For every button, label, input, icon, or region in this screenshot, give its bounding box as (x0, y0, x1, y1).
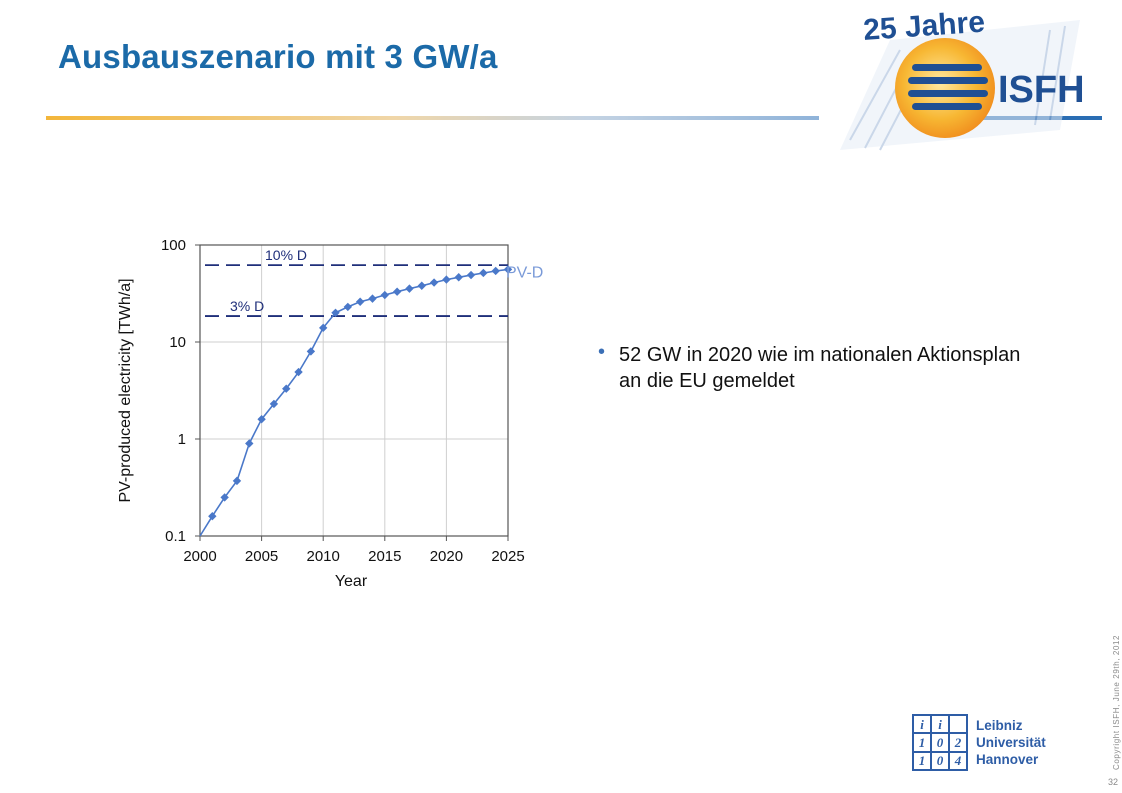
data-point (491, 266, 500, 276)
data-point (368, 294, 377, 303)
data-point (220, 493, 229, 502)
data-point (282, 384, 291, 393)
x-tick-label: 2025 (491, 548, 524, 565)
logo-block: i (914, 716, 930, 733)
university-name: Leibniz Universität Hannover (976, 717, 1046, 768)
chart-axes (195, 244, 509, 541)
data-point (429, 278, 439, 287)
chart-reference-lines: 10% D 3% D (205, 247, 508, 317)
reference-line-label: 10% D (265, 247, 307, 263)
data-point (232, 476, 242, 486)
logo-block: 2 (950, 734, 966, 751)
logo-block: 0 (932, 752, 948, 769)
logo-block: 1 (914, 752, 930, 769)
data-point (380, 290, 389, 300)
bullet-item: • 52 GW in 2020 wie im nationalen Aktion… (598, 341, 1068, 394)
x-tick-label: 2020 (430, 548, 463, 565)
isfh-bars (908, 64, 988, 110)
university-logo-mark: i i 1 0 2 1 0 4 (912, 714, 968, 771)
series-label: PV-D (506, 264, 543, 281)
logo-block: 1 (914, 734, 930, 751)
university-name-line: Leibniz (976, 718, 1023, 733)
pv-chart: 10% D 3% D 2000 2005 2010 2015 2020 2025 0.1 1 10… (117, 237, 543, 590)
logo-block: 0 (932, 734, 948, 751)
chart-series (199, 265, 513, 537)
data-point (269, 399, 279, 409)
data-point (331, 308, 340, 318)
chart-labels: 2000 2005 2010 2015 2020 2025 0.1 1 10 100 Year PV-… (117, 237, 543, 590)
data-point (392, 287, 402, 296)
data-point (319, 323, 328, 333)
university-name-line: Universität (976, 735, 1046, 750)
y-tick-label: 10 (169, 334, 186, 351)
data-point (257, 415, 266, 424)
data-point (355, 297, 365, 306)
x-tick-label: 2015 (368, 548, 401, 565)
page-number: 32 (1108, 777, 1119, 787)
title-underline (46, 116, 819, 120)
data-point (503, 265, 513, 274)
data-point (208, 512, 217, 521)
bullet-marker: • (598, 341, 606, 363)
logo-block: i (932, 716, 948, 733)
y-tick-label: 0.1 (165, 528, 186, 545)
y-axis-label: PV-produced electricity [TWh/a] (117, 278, 134, 502)
sun-shape (895, 38, 995, 138)
plot-frame (199, 244, 509, 537)
data-point (454, 273, 463, 282)
chart-grid (199, 244, 509, 537)
data-point (466, 270, 476, 280)
data-point (442, 275, 451, 284)
x-tick-label: 2000 (183, 548, 216, 565)
data-point (417, 281, 426, 290)
y-tick-label: 100 (161, 237, 186, 254)
data-point (306, 347, 316, 356)
data-point (479, 268, 488, 278)
data-point (405, 284, 414, 293)
y-tick-label: 1 (178, 431, 186, 448)
reference-line-label: 3% D (230, 298, 264, 314)
x-tick-label: 2005 (245, 548, 278, 565)
logo-name: ISFH (998, 69, 1085, 111)
data-point (245, 439, 254, 448)
data-point (343, 302, 353, 312)
university-logo: i i 1 0 2 1 0 4 Leibniz Universität Hann… (912, 714, 1092, 774)
logo-block: 4 (950, 752, 966, 769)
isfh-logo: 25 Jahre ISFH (840, 6, 1085, 151)
bullet-text: 52 GW in 2020 wie im nationalen Aktionsp… (619, 344, 1021, 392)
x-axis-label: Year (335, 573, 368, 590)
copyright-note: Copyright ISFH, June 29th, 2012 (1112, 634, 1121, 770)
logo-block (950, 716, 966, 733)
x-tick-label: 2010 (307, 548, 340, 565)
slide-title: Ausbauszenario mit 3 GW/a (58, 38, 498, 75)
data-point (294, 367, 303, 377)
university-name-line: Hannover (976, 752, 1039, 767)
